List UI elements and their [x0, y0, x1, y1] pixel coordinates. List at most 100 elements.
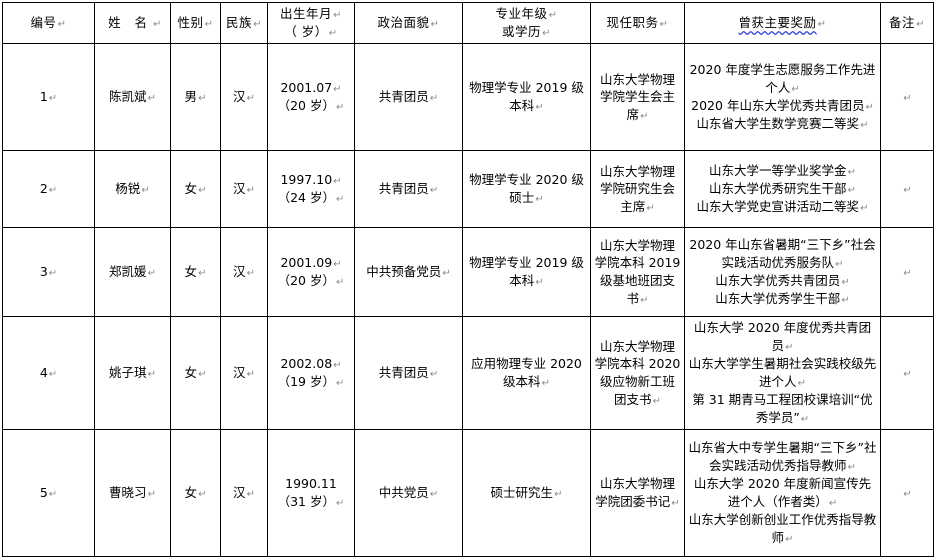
header-gender-label: 性别 [177, 15, 204, 31]
cell-no-value: 5 [39, 485, 48, 501]
cell-dob-age: （20 岁）↵ [277, 273, 345, 289]
cell-major-value: 物理学专业 2019 级本科 [469, 255, 584, 289]
cell-dob-age: （19 岁）↵ [277, 374, 345, 390]
header-name-label: 姓 名 [108, 15, 153, 31]
cell-no: 2↵ [2, 150, 95, 229]
pilcrow-mark: ↵ [153, 19, 162, 31]
pilcrow-mark: ↵ [785, 342, 794, 354]
cell-ethnicity: 汉↵ [220, 227, 268, 318]
cell-no-value: 4 [39, 365, 48, 381]
pilcrow-mark: ↵ [333, 10, 342, 21]
cell-political: 中共预备党员↵ [354, 227, 463, 318]
pilcrow-mark: ↵ [841, 295, 850, 307]
cell-name-value: 杨锐 [115, 181, 141, 197]
cell-remark: ↵ [880, 316, 934, 431]
cell-political: 中共党员↵ [354, 429, 463, 557]
header-awards-label: 曾获主要奖励 [738, 15, 817, 31]
cell-no-value: 3 [39, 264, 48, 280]
pilcrow-mark: ↵ [535, 277, 544, 289]
pilcrow-mark: ↵ [328, 28, 338, 40]
pilcrow-mark: ↵ [535, 102, 544, 114]
pilcrow-mark: ↵ [791, 83, 800, 95]
cell-major: 应用物理专业 2020 级本科↵ [462, 316, 591, 431]
header-ethnicity: 民族↵ [220, 1, 268, 45]
award-item: 山东大学党史宣讲活动二等奖↵ [696, 199, 869, 215]
pilcrow-mark: ↵ [797, 378, 806, 390]
cell-dob: 2001.07↵ （20 岁）↵ [267, 43, 355, 152]
pilcrow-mark: ↵ [246, 489, 255, 501]
pilcrow-mark: ↵ [246, 185, 255, 197]
award-item: 第 31 期青马工程团校课培训“优秀学员”↵ [692, 392, 873, 425]
cell-ethnicity-value: 汉 [233, 264, 246, 280]
cell-post: 山东大学物理学院团委书记↵ [590, 429, 685, 557]
header-no-label: 编号 [30, 15, 57, 31]
cell-gender: 女↵ [170, 227, 221, 318]
cell-ethnicity-value: 汉 [233, 365, 246, 381]
pilcrow-mark: ↵ [903, 369, 912, 381]
pilcrow-mark: ↵ [640, 111, 649, 123]
cell-name-value: 郑凯媛 [109, 264, 147, 280]
cell-awards: 2020 年山东省暑期“三下乡”社会实践活动优秀服务队↵ 山东大学优秀共青团员↵ 山… [684, 227, 881, 318]
pilcrow-mark: ↵ [640, 294, 649, 306]
cell-major: 物理学专业 2020 级硕士↵ [462, 150, 591, 229]
award-item: 2020 年山东大学优秀共青团员↵ [691, 98, 874, 114]
cell-major-value: 应用物理专业 2020 级本科 [471, 356, 582, 390]
award-item: 2020 年山东省暑期“三下乡”社会实践活动优秀服务队↵ [689, 237, 876, 270]
cell-awards: 山东省大中专学生暑期“三下乡”社会实践活动优秀指导教师↵ 山东大学 2020 年度… [684, 429, 881, 557]
pilcrow-mark: ↵ [903, 489, 912, 501]
cell-gender: 男↵ [170, 43, 221, 152]
pilcrow-mark: ↵ [652, 395, 661, 407]
table-row: 3↵ 郑凯媛↵ 女↵ 汉↵ 2001.09↵ （20 岁）↵ 中共预备党员↵ 物理学专业 20… [2, 227, 934, 318]
pilcrow-mark: ↵ [429, 369, 439, 381]
pilcrow-mark: ↵ [198, 489, 207, 501]
header-major: 专业年级↵ 或学历↵ [462, 1, 591, 45]
cell-no: 5↵ [2, 429, 95, 557]
pilcrow-mark: ↵ [860, 120, 869, 132]
header-post: 现任职务↵ [590, 1, 685, 45]
header-dob-label: 出生年月 [280, 6, 333, 21]
cell-political-value: 共青团员 [378, 365, 429, 381]
cell-post-value: 山东大学物理学院研究生会主席 [599, 163, 675, 215]
cell-awards: 2020 年度学生志愿服务工作先进个人↵ 2020 年山东大学优秀共青团员↵ 山东省… [684, 43, 881, 152]
cell-post-value: 山东大学物理学院学生会主席 [599, 71, 675, 123]
pilcrow-mark: ↵ [336, 194, 345, 206]
award-item: 山东省大学生数学竞赛二等奖↵ [696, 116, 869, 132]
cell-name-value: 曹晓习 [109, 485, 147, 501]
pilcrow-mark: ↵ [147, 268, 156, 280]
pilcrow-mark: ↵ [841, 277, 850, 289]
cell-dob-age: （31 岁）↵ [277, 493, 345, 509]
pilcrow-mark: ↵ [847, 185, 856, 197]
cell-post: 山东大学物理学院研究生会主席↵ [590, 150, 685, 229]
table-header-row: 编号↵ 姓 名↵ 性别↵ 民族↵ 出生年月↵ （ 岁）↵ 政治面貌↵ 专业年级↵… [2, 1, 934, 45]
award-item: 山东大学 2020 年度新闻宣传先进个人（作者类）↵ [693, 476, 872, 509]
cell-dob: 2002.08↵ （19 岁）↵ [267, 316, 355, 431]
cell-political-value: 共青团员 [378, 181, 429, 197]
table-row: 5↵ 曹晓习↵ 女↵ 汉↵ 1990.11 （31 岁）↵ 中共党员↵ 硕士研究生↵ 山东大学物… [2, 429, 934, 557]
cell-gender: 女↵ [170, 429, 221, 557]
cell-gender-value: 女 [184, 485, 198, 501]
pilcrow-mark: ↵ [916, 19, 925, 31]
cell-dob-age: （24 岁）↵ [277, 190, 345, 206]
cell-dob-date: 2001.09↵ [280, 255, 342, 271]
pilcrow-mark: ↵ [828, 497, 838, 509]
pilcrow-mark: ↵ [548, 10, 558, 21]
cell-post-value: 山东大学物理学院团委书记 [595, 476, 675, 509]
cell-no: 1↵ [2, 43, 95, 152]
pilcrow-mark: ↵ [903, 93, 912, 105]
pilcrow-mark: ↵ [860, 203, 869, 215]
pilcrow-mark: ↵ [903, 185, 912, 197]
cell-political: 共青团员↵ [354, 316, 463, 431]
pilcrow-mark: ↵ [429, 93, 439, 105]
pilcrow-mark: ↵ [48, 93, 58, 105]
cell-name: 曹晓习↵ [94, 429, 171, 557]
pilcrow-mark: ↵ [333, 176, 342, 188]
pilcrow-mark: ↵ [535, 194, 544, 206]
pilcrow-mark: ↵ [646, 203, 655, 215]
pilcrow-mark: ↵ [333, 259, 342, 271]
award-item: 山东大学一等学业奖学金↵ [709, 163, 856, 179]
pilcrow-mark: ↵ [336, 497, 345, 509]
pilcrow-mark: ↵ [903, 268, 912, 280]
award-item: 山东大学学生暑期社会实践校级先进个人↵ [688, 356, 877, 390]
pilcrow-mark: ↵ [542, 28, 551, 40]
cell-post-value: 山东大学物理学院本科 2019 级基地班团支书 [594, 237, 681, 306]
